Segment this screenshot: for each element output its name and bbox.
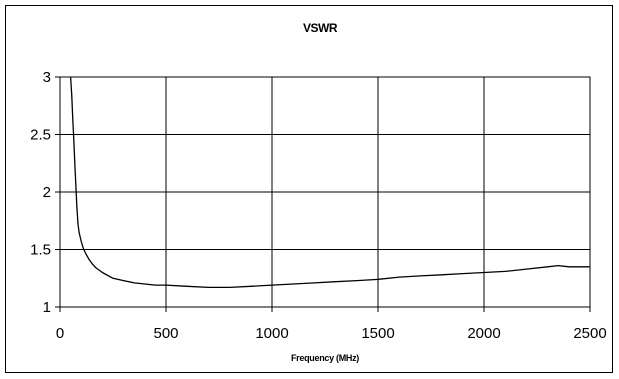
x-axis-label: Frequency (MHz) xyxy=(291,353,359,363)
y-tick-label-2: 2 xyxy=(43,184,51,201)
chart-title: VSWR xyxy=(303,21,338,35)
y-tick-label-1: 1.5 xyxy=(30,242,51,259)
series-layer xyxy=(69,76,590,289)
y-tick-label-4: 3 xyxy=(43,69,51,86)
outer-border xyxy=(5,5,613,373)
y-axis-ticks: 1 1.5 2 2.5 3 xyxy=(30,69,60,316)
x-tick-label-2: 1000 xyxy=(255,325,288,342)
y-tick-label-0: 1 xyxy=(43,299,51,316)
y-tick-label-3: 2.5 xyxy=(30,127,51,144)
x-axis-ticks: 0 500 1000 1500 2000 2500 xyxy=(56,307,607,342)
x-tick-label-3: 1500 xyxy=(361,325,394,342)
x-tick-label-4: 2000 xyxy=(467,325,500,342)
x-tick-label-0: 0 xyxy=(56,325,64,342)
vswr-series-line xyxy=(69,76,590,289)
x-tick-label-5: 2500 xyxy=(573,325,606,342)
x-tick-label-1: 500 xyxy=(153,325,178,342)
